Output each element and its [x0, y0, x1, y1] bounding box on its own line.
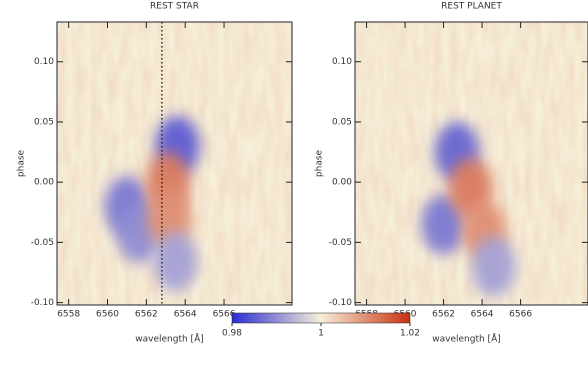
y-tick-label: 0.10 — [34, 57, 54, 67]
x-tick-label: 6562 — [135, 310, 158, 320]
plot-frame — [354, 21, 588, 306]
y-tick-label: -0.10 — [31, 298, 55, 308]
plot-frame — [56, 21, 293, 306]
chart-title: REST PLANET — [441, 2, 502, 12]
heatmap-cell — [471, 236, 516, 297]
x-tick-label: 6560 — [96, 310, 119, 320]
colorbar-tick-label: 1 — [318, 329, 324, 339]
colorbar-tick-label: 1.02 — [400, 329, 420, 339]
colorbar — [231, 312, 411, 324]
y-tick-label: 0.05 — [34, 117, 54, 127]
plot-area — [57, 22, 292, 305]
y-tick-label: 0.05 — [332, 117, 352, 127]
y-tick-label: 0.00 — [34, 178, 54, 188]
x-axis-label: wavelength [Å] — [135, 333, 203, 345]
plot-area — [355, 22, 588, 305]
x-tick-label: 6564 — [174, 310, 197, 320]
x-tick-label: 6558 — [57, 310, 80, 320]
colorbar-tick-label: 0.98 — [222, 329, 242, 339]
x-tick-label: 6566 — [213, 310, 236, 320]
y-tick-label: 0.00 — [332, 178, 352, 188]
y-axis-label: phase — [315, 149, 325, 177]
heatmap-cell — [153, 231, 198, 292]
y-tick-label: 0.10 — [332, 57, 352, 67]
x-tick-label: 6564 — [471, 310, 494, 320]
chart-title: REST STAR — [150, 2, 199, 12]
y-axis-label: phase — [17, 149, 27, 177]
heatmap-cell — [421, 194, 466, 255]
y-tick-label: -0.05 — [329, 238, 352, 248]
x-tick-label: 6562 — [432, 310, 455, 320]
x-tick-label: 6566 — [509, 310, 532, 320]
x-axis-label: wavelength [Å] — [432, 333, 500, 345]
y-tick-label: -0.05 — [31, 238, 54, 248]
y-tick-label: -0.10 — [329, 298, 353, 308]
